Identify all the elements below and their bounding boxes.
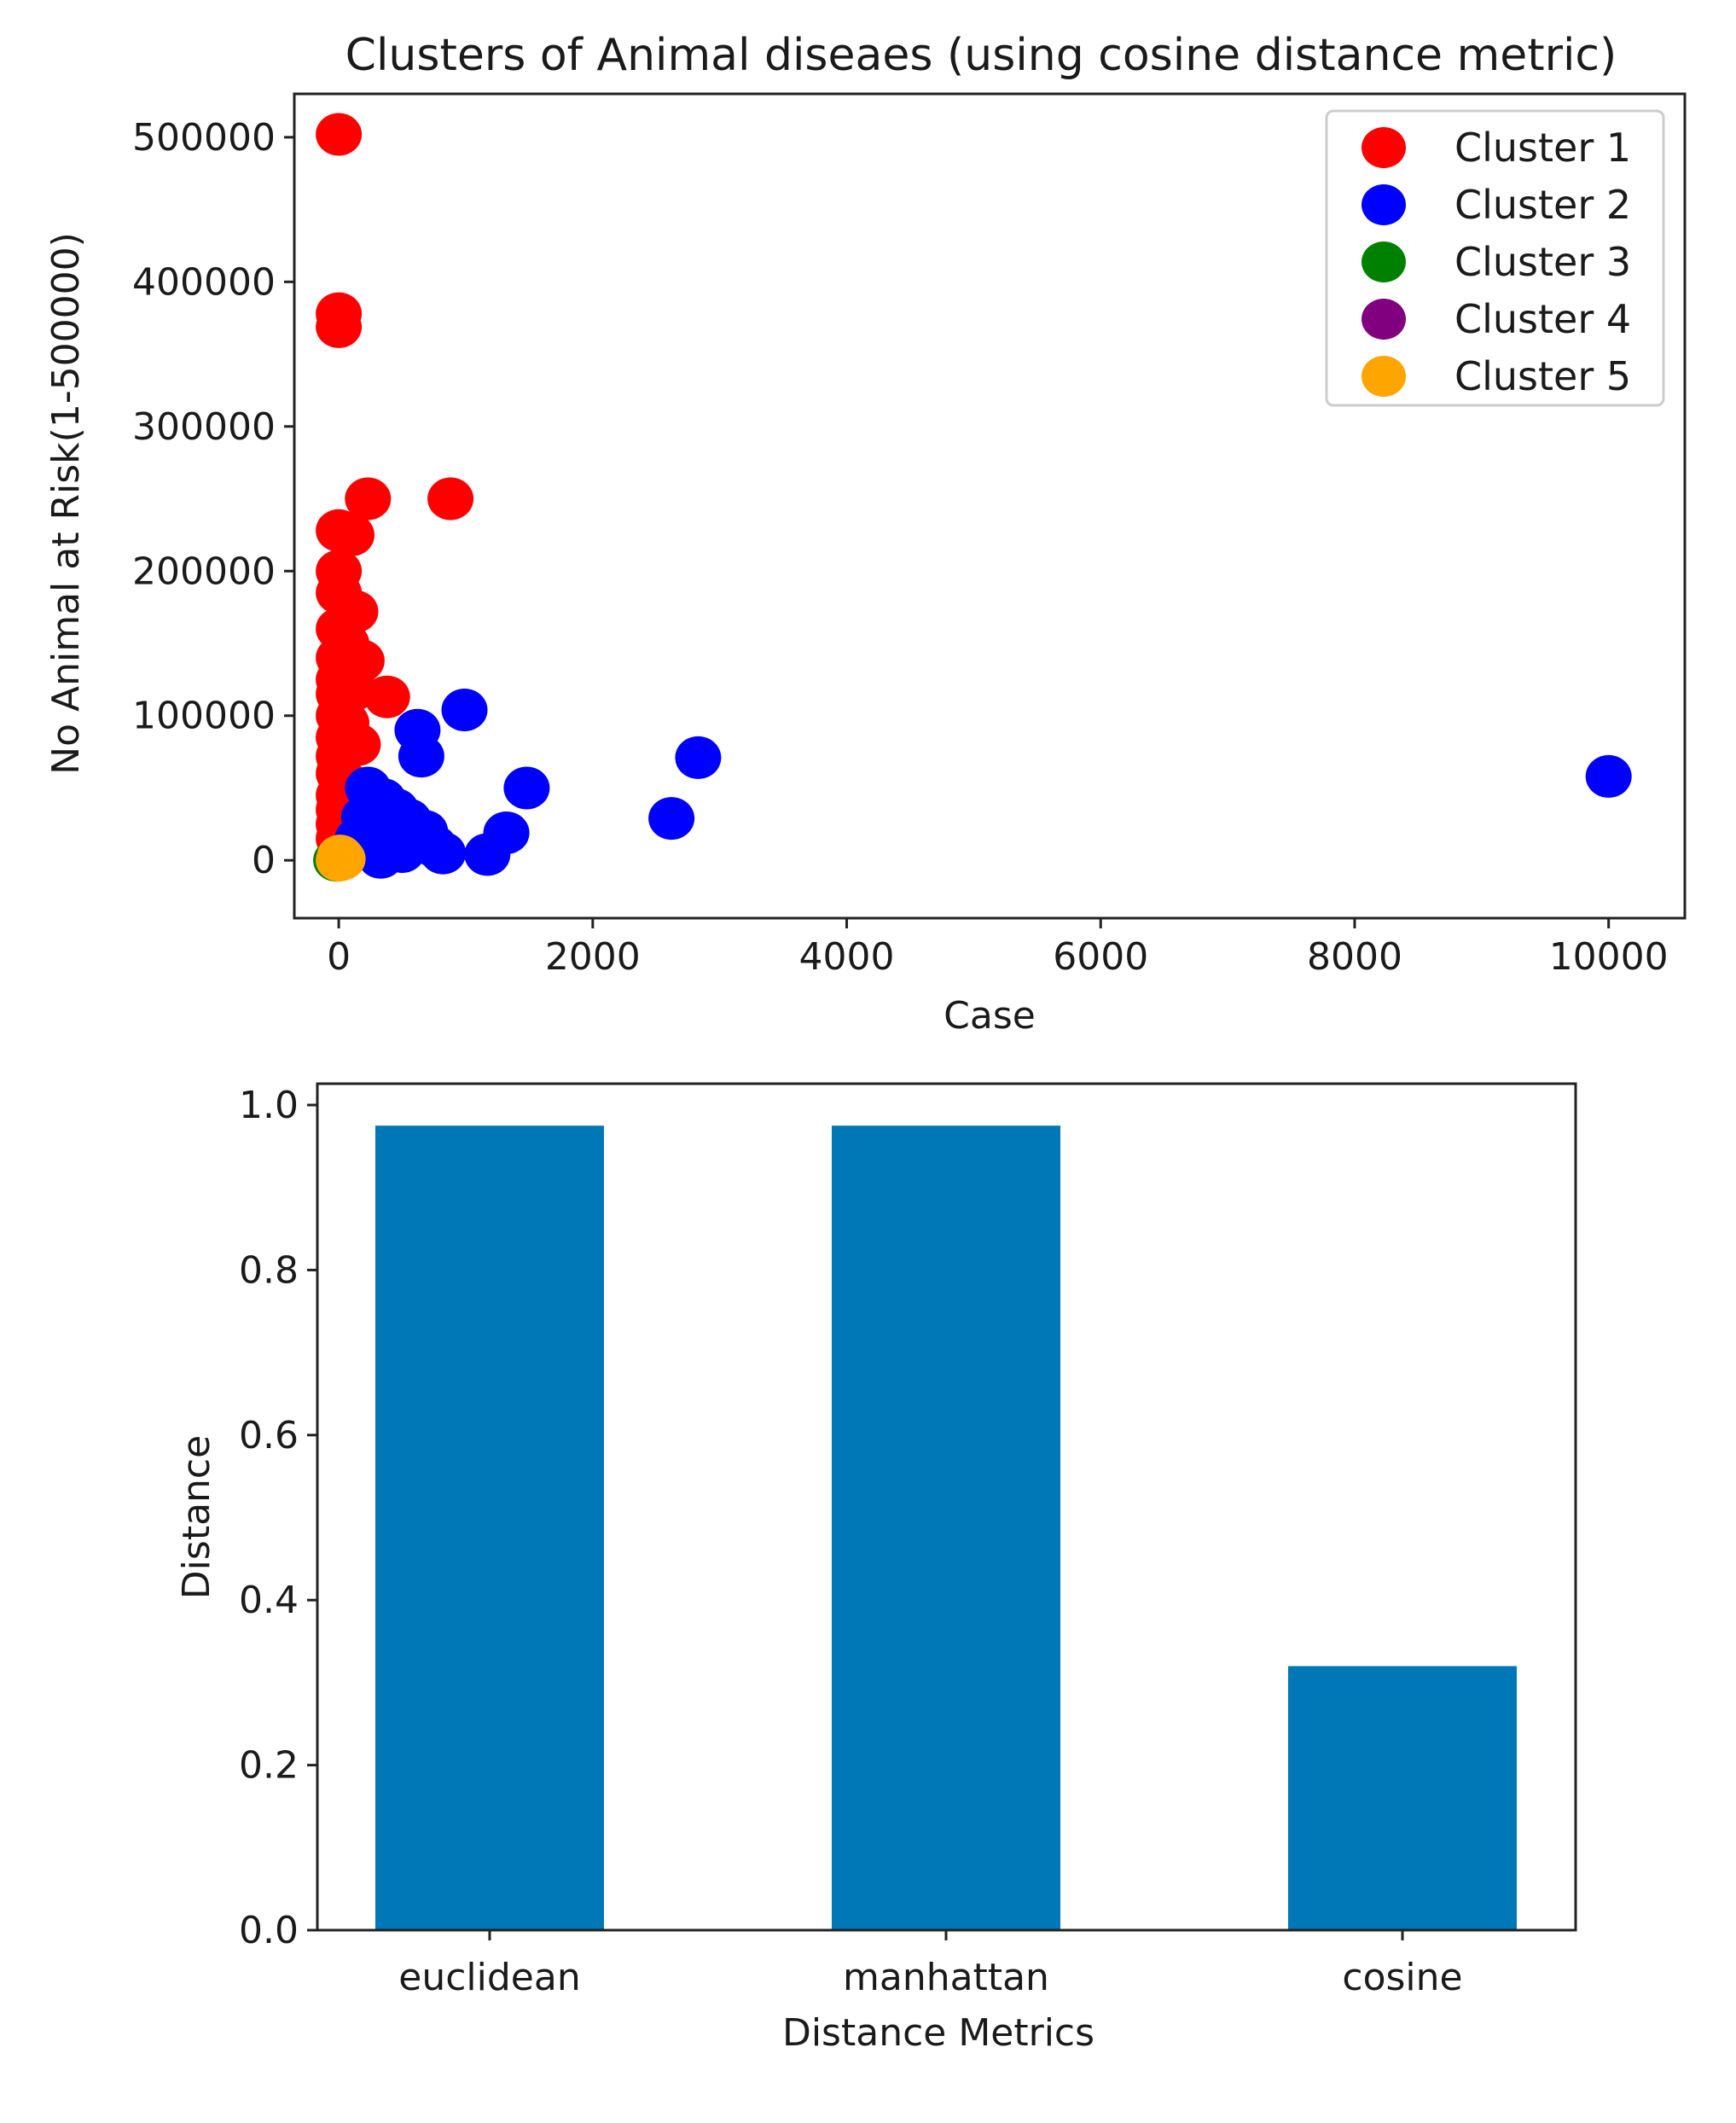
bar-x-tick-label-manhattan: manhattan — [843, 1956, 1049, 1999]
cluster-1-point-18 — [363, 675, 410, 718]
cluster-2-point-1 — [441, 689, 488, 731]
scatter-points — [313, 113, 1632, 882]
legend-label-cluster-3: Cluster 3 — [1454, 239, 1631, 285]
bar-y-axis: 0.0 0.2 0.4 0.6 0.8 1.0 — [239, 1084, 317, 1952]
cluster-2-point-11 — [648, 797, 695, 840]
legend-marker-cluster-1 — [1362, 127, 1406, 168]
scatter-y-tick-label: 400000 — [132, 260, 276, 304]
scatter-y-axis: 0 100000 200000 300000 400000 500000 — [132, 116, 294, 882]
scatter-y-tick-label: 300000 — [132, 405, 276, 449]
legend-label-cluster-1: Cluster 1 — [1454, 125, 1631, 171]
scatter-x-tick-label: 10000 — [1549, 935, 1669, 979]
legend-label-cluster-4: Cluster 4 — [1454, 296, 1631, 342]
bar-y-tick-label: 0.0 — [239, 1909, 299, 1952]
scatter-x-tick-label: 0 — [327, 935, 351, 979]
scatter-title: Clusters of Animal diseaes (using cosine… — [345, 30, 1617, 81]
cluster-1-point-5 — [427, 477, 474, 521]
bar-y-tick-label: 0.6 — [239, 1414, 299, 1457]
scatter-chart: Clusters of Animal diseaes (using cosine… — [44, 30, 1687, 1038]
bars — [375, 1125, 1517, 1930]
bar-x-tick-label-cosine: cosine — [1342, 1956, 1462, 1999]
cluster-2-point-22 — [357, 835, 404, 879]
bar-x-label: Distance Metrics — [782, 2011, 1094, 2055]
scatter-y-tick-label: 500000 — [132, 116, 276, 160]
legend-label-cluster-2: Cluster 2 — [1454, 182, 1631, 228]
cluster-5-point-4 — [318, 835, 365, 879]
scatter-plot-frame — [293, 92, 1687, 920]
bar-y-tick-label: 0.4 — [239, 1579, 299, 1622]
legend-marker-cluster-4 — [1362, 299, 1406, 340]
bar-euclidean — [375, 1125, 604, 1930]
bar-x-axis: euclidean manhattan cosine — [398, 1930, 1463, 1999]
cluster-2-point-3 — [398, 735, 444, 778]
scatter-y-tick-label: 200000 — [132, 550, 276, 593]
bar-y-label: Distance — [175, 1435, 218, 1599]
bar-y-tick-label: 0.8 — [239, 1248, 299, 1292]
legend-label-cluster-5: Cluster 5 — [1454, 353, 1631, 399]
scatter-y-label: No Animal at Risk(1-500000) — [44, 232, 88, 775]
bar-y-tick-label: 0.2 — [239, 1744, 299, 1788]
cluster-2-point-6 — [503, 766, 550, 810]
scatter-x-tick-label: 6000 — [1053, 935, 1148, 979]
cluster-2-point-5 — [1585, 754, 1632, 798]
scatter-y-tick-label: 100000 — [132, 695, 276, 738]
legend-frame — [1325, 109, 1665, 407]
bar-y-tick-label: 1.0 — [239, 1084, 299, 1127]
cluster-1-point-1 — [316, 113, 363, 156]
bar-manhattan — [832, 1125, 1060, 1930]
scatter-y-tick-label: 0 — [252, 839, 276, 882]
bar-cosine — [1288, 1666, 1517, 1930]
scatter-x-tick-label: 2000 — [545, 935, 641, 979]
scatter-x-label: Case — [943, 994, 1036, 1038]
cluster-1-point-4 — [345, 477, 392, 521]
bar-chart: euclidean manhattan cosine 0.0 0.2 0.4 0.6 0.8… — [175, 1082, 1577, 2055]
cluster-1-point-3 — [316, 305, 363, 348]
scatter-x-axis: 0 2000 4000 6000 8000 10000 — [327, 918, 1669, 979]
legend-marker-cluster-5 — [1362, 356, 1406, 397]
cluster-2-point-21 — [464, 833, 511, 876]
scatter-legend: Cluster 1 Cluster 2 Cluster 3 Cluster 4 Clus… — [1325, 109, 1665, 407]
cluster-2-point-20 — [420, 831, 467, 875]
scatter-x-tick-label: 4000 — [799, 935, 895, 979]
cluster-1-point-7 — [328, 513, 374, 556]
legend-marker-cluster-2 — [1362, 184, 1406, 225]
cluster-2-point-4 — [675, 736, 722, 779]
legend-marker-cluster-3 — [1362, 241, 1406, 282]
scatter-x-tick-label: 8000 — [1307, 935, 1402, 979]
bar-x-tick-label-euclidean: euclidean — [398, 1956, 580, 1999]
